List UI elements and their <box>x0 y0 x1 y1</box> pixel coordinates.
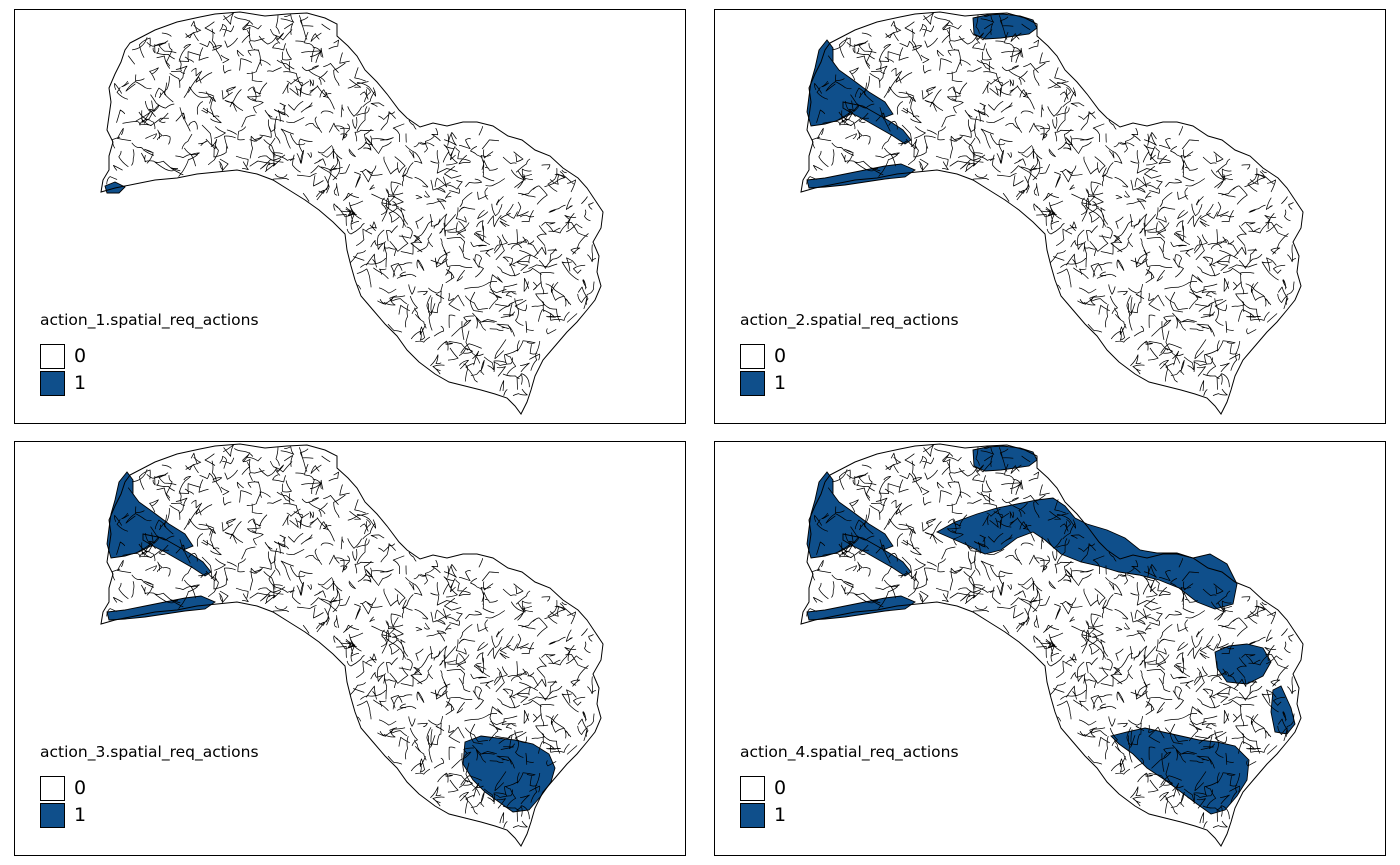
legend-swatch-1 <box>40 803 65 828</box>
map-panel-action-3: action_3.spatial_req_actions 0 1 <box>14 441 686 856</box>
selected-area-east-patch <box>1214 643 1272 685</box>
legend-label-1: 1 <box>774 804 787 826</box>
map-panel-action-4: action_4.spatial_req_actions 0 1 <box>714 441 1386 856</box>
selected-area-west-channel <box>842 533 912 577</box>
legend-swatch-0 <box>40 344 65 369</box>
legend-title: action_2.spatial_req_actions <box>740 311 959 329</box>
catchment-map <box>100 443 604 847</box>
legend-title: action_1.spatial_req_actions <box>40 311 259 329</box>
selected-area-south-west-strip <box>806 163 916 189</box>
legend-label-0: 0 <box>774 777 787 799</box>
legend: action_4.spatial_req_actions 0 1 <box>740 743 959 829</box>
catchment-map <box>800 11 1304 415</box>
selected-area-west-channel <box>842 101 912 145</box>
selected-area-south-west-strip <box>806 595 916 621</box>
legend-swatch-0 <box>740 776 765 801</box>
catchment-boundary <box>800 443 1304 847</box>
map-panel-action-2: action_2.spatial_req_actions 0 1 <box>714 9 1386 424</box>
selected-area-central-corridor <box>935 497 1238 610</box>
legend: action_2.spatial_req_actions 0 1 <box>740 311 959 397</box>
legend-title: action_4.spatial_req_actions <box>740 743 959 761</box>
legend-item-0: 0 <box>40 775 259 802</box>
catchment-boundary <box>100 443 604 847</box>
catchment-map <box>100 11 604 415</box>
legend-label-1: 1 <box>774 372 787 394</box>
legend-label-1: 1 <box>74 804 87 826</box>
legend-swatch-0 <box>740 344 765 369</box>
legend-swatch-1 <box>740 803 765 828</box>
legend-swatch-1 <box>40 371 65 396</box>
legend-swatch-0 <box>40 776 65 801</box>
legend-item-1: 1 <box>740 370 959 397</box>
legend-title: action_3.spatial_req_actions <box>40 743 259 761</box>
legend-swatch-1 <box>740 371 765 396</box>
legend-item-1: 1 <box>740 802 959 829</box>
legend-label-0: 0 <box>774 345 787 367</box>
map-panel-action-1: action_1.spatial_req_actions 0 1 <box>14 9 686 424</box>
selected-area-south-east-band <box>1110 727 1250 815</box>
legend-label-0: 0 <box>74 777 87 799</box>
legend-item-0: 0 <box>40 343 259 370</box>
legend-item-1: 1 <box>40 370 259 397</box>
catchment-map <box>800 443 1304 847</box>
legend-item-0: 0 <box>740 343 959 370</box>
selected-area-west-channel <box>142 533 212 577</box>
legend: action_1.spatial_req_actions 0 1 <box>40 311 259 397</box>
catchment-boundary <box>800 11 1304 415</box>
legend-label-0: 0 <box>74 345 87 367</box>
selected-area-east-edge <box>1270 685 1296 735</box>
catchment-boundary <box>100 11 604 415</box>
legend-item-1: 1 <box>40 802 259 829</box>
legend-label-1: 1 <box>74 372 87 394</box>
legend: action_3.spatial_req_actions 0 1 <box>40 743 259 829</box>
selected-area-south-west-strip <box>106 595 216 621</box>
legend-item-0: 0 <box>740 775 959 802</box>
